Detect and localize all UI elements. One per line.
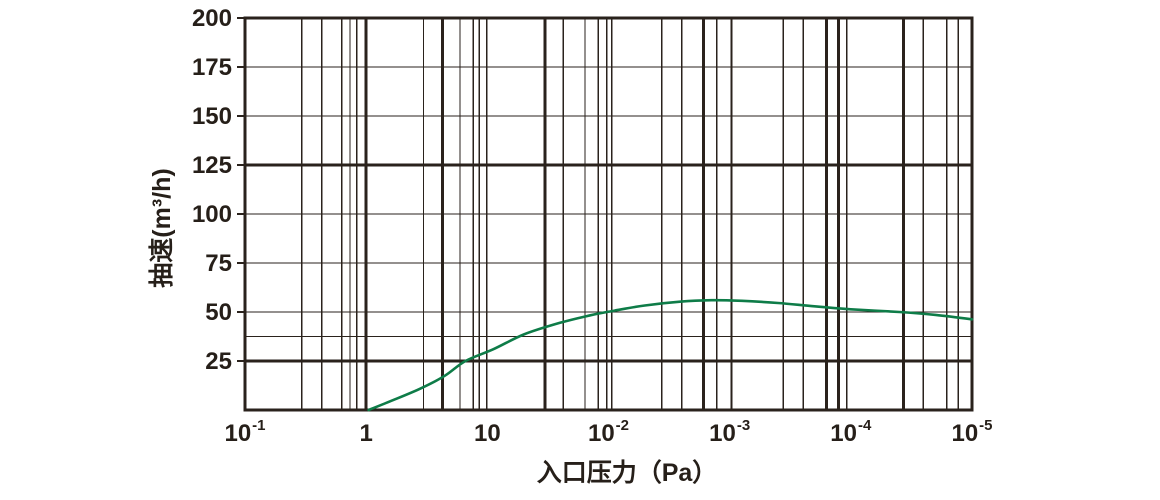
x-tick-label: 10-5 xyxy=(951,417,992,447)
x-tick-label: 10-2 xyxy=(588,417,629,447)
tick-layer: 25 50 75 100 125 150 175 200 10-1 1 10 10-2 10-3 10-4… xyxy=(192,5,993,447)
y-tick-label: 75 xyxy=(205,250,232,277)
x-tick-label: 10-4 xyxy=(830,417,872,447)
y-tick-label: 200 xyxy=(192,5,232,32)
y-tick-label: 25 xyxy=(205,348,232,375)
y-tick-label: 100 xyxy=(192,201,232,228)
x-tick-label: 1 xyxy=(359,420,372,447)
x-tick-label: 10-1 xyxy=(224,417,265,447)
y-tick-label: 50 xyxy=(205,299,232,326)
y-tick-label: 175 xyxy=(192,54,232,81)
curve-layer xyxy=(367,298,974,412)
y-tick-label: 150 xyxy=(192,103,232,130)
x-tick-label: 10-3 xyxy=(709,417,750,447)
x-axis-title: 入口压力（Pa） xyxy=(537,458,718,487)
y-tick-label: 125 xyxy=(192,152,232,179)
grid-layer xyxy=(243,16,974,412)
pumping-speed-curve xyxy=(367,298,974,412)
y-axis-title: 抽速(m³/h) xyxy=(148,168,176,287)
x-tick-label: 10 xyxy=(474,420,501,447)
